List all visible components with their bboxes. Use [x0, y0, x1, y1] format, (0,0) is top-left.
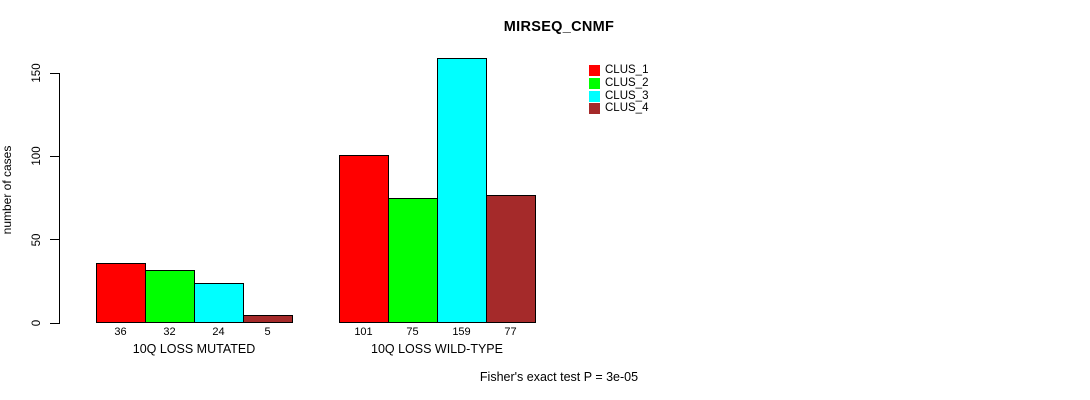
- bar-clus_2-group2: [388, 198, 438, 323]
- legend-swatch-clus_3: [589, 90, 600, 102]
- bar-clus_4-group2: [486, 195, 536, 323]
- y-tick-label: 150: [31, 63, 43, 83]
- legend-label-clus_1: CLUS_1: [605, 64, 649, 76]
- y-axis-label: number of cases: [0, 145, 14, 235]
- legend-swatch-clus_1: [589, 65, 600, 76]
- bar-value-label: 75: [406, 326, 419, 338]
- bar-clus_1-group2: [339, 155, 389, 323]
- bar-clus_2-group1: [145, 270, 195, 323]
- y-tick-label: 100: [31, 146, 43, 166]
- category-label: 10Q LOSS MUTATED: [132, 342, 256, 356]
- bar-value-label: 24: [212, 326, 225, 338]
- y-tick-label: 0: [31, 319, 43, 327]
- y-axis-tick: [50, 239, 59, 241]
- legend-swatch-clus_4: [589, 103, 600, 115]
- bar-value-label: 32: [163, 326, 176, 338]
- bar-value-label: 5: [264, 326, 271, 338]
- bar-clus_1-group1: [96, 263, 146, 323]
- legend-label-clus_3: CLUS_3: [605, 89, 649, 102]
- y-axis-tick: [50, 322, 59, 324]
- bar-value-label: 159: [452, 326, 471, 338]
- chart-title: MIRSEQ_CNMF: [503, 19, 615, 35]
- bar-clus_3-group2: [437, 58, 487, 323]
- bar-clus_4-group1: [243, 315, 293, 323]
- y-axis-tick: [50, 155, 59, 157]
- y-tick-label: 50: [31, 233, 43, 247]
- bar-value-label: 36: [114, 326, 127, 338]
- legend-swatch-clus_2: [589, 77, 600, 89]
- fisher-test-note: Fisher's exact test P = 3e-05: [479, 370, 639, 384]
- legend-label-clus_2: CLUS_2: [605, 76, 649, 89]
- bar-value-label: 77: [504, 326, 517, 338]
- y-axis-line: [59, 72, 60, 324]
- bar-clus_3-group1: [194, 283, 244, 323]
- y-axis-tick: [50, 72, 59, 74]
- category-label: 10Q LOSS WILD-TYPE: [371, 342, 503, 356]
- bar-value-label: 101: [354, 326, 373, 338]
- legend-label-clus_4: CLUS_4: [605, 102, 649, 115]
